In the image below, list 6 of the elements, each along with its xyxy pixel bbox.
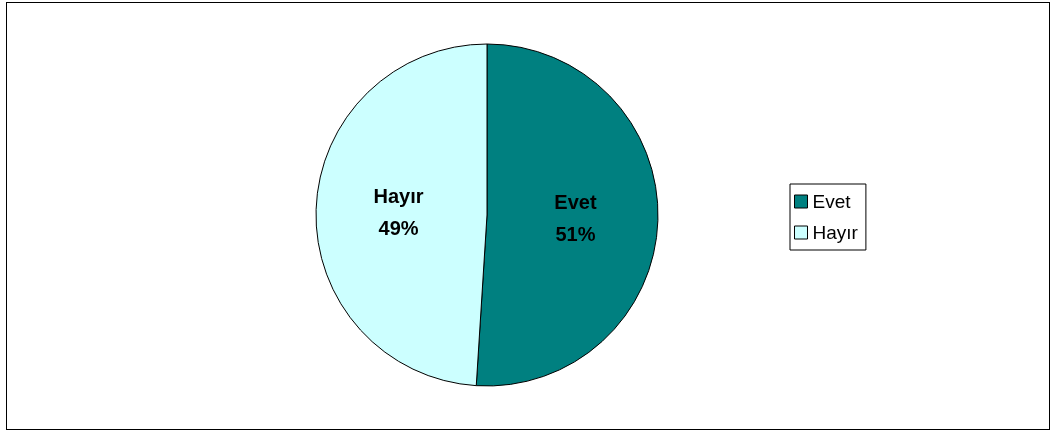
legend-label: Hayır: [812, 222, 859, 243]
legend-label: Evet: [812, 191, 852, 212]
slice-label: Hayır: [373, 185, 424, 208]
data-label: 51%: [555, 222, 596, 245]
data-label: 49%: [378, 217, 419, 240]
slice-label: Evet: [554, 190, 597, 213]
